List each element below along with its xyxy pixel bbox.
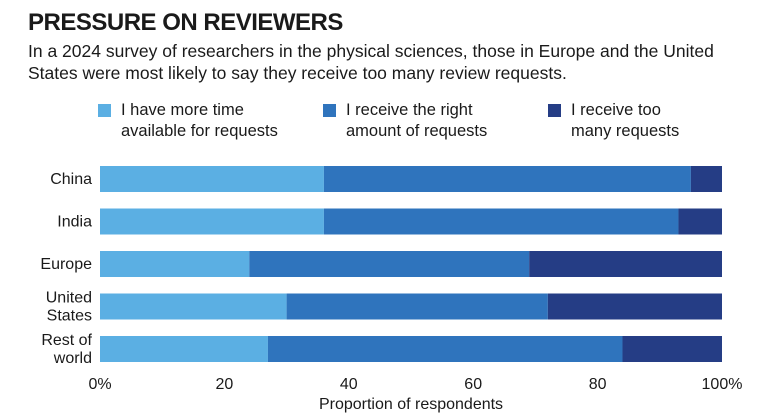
bar-china-series-1 — [100, 166, 324, 192]
bar-india-series-2 — [323, 208, 679, 235]
category-label-rest-of-world: Rest of world — [41, 332, 92, 367]
legend-item-more-time: I have more time available for requests — [98, 100, 278, 142]
legend-label-right-amount: I receive the right amount of requests — [346, 101, 488, 140]
legend-item-right-amount: I receive the right amount of requests — [323, 100, 487, 142]
legend-swatch-right-amount — [323, 104, 336, 117]
bar-india-series-3 — [678, 208, 722, 235]
legend-label-too-many: I receive too many requests — [571, 101, 680, 140]
bar-rest-of-world-series-2 — [267, 336, 623, 362]
bar-europe-series-1 — [100, 251, 250, 277]
category-label-china: China — [50, 171, 92, 188]
x-tick-label: 80 — [589, 376, 607, 393]
bar-rest-of-world-series-1 — [100, 336, 268, 362]
category-label-europe: Europe — [40, 256, 92, 273]
bar-china-series-2 — [323, 166, 691, 192]
bar-united-states-series-2 — [286, 293, 548, 320]
x-tick-label: 40 — [340, 376, 358, 393]
legend-swatch-too-many — [548, 104, 561, 117]
x-tick-label: 0% — [88, 376, 111, 393]
bar-europe-series-2 — [249, 251, 530, 277]
legend-swatch-more-time — [98, 104, 111, 117]
legend-item-too-many: I receive too many requests — [548, 100, 679, 142]
bar-united-states-series-1 — [100, 293, 287, 320]
x-axis-title: Proportion of respondents — [319, 396, 503, 413]
x-tick-label: 20 — [216, 376, 234, 393]
chart-subtitle: In a 2024 survey of researchers in the p… — [28, 41, 714, 83]
legend-label-more-time: I have more time available for requests — [121, 101, 278, 140]
x-tick-label: 100% — [702, 376, 743, 393]
bar-rest-of-world-series-3 — [622, 336, 722, 362]
bar-united-states-series-3 — [547, 293, 722, 320]
bar-india-series-1 — [100, 208, 324, 235]
chart-title: PRESSURE ON REVIEWERS — [28, 9, 343, 36]
category-label-united-states: United States — [46, 290, 92, 325]
category-label-india: India — [57, 214, 92, 231]
bar-europe-series-3 — [529, 251, 722, 277]
x-tick-label: 60 — [464, 376, 482, 393]
bar-china-series-3 — [690, 166, 722, 192]
